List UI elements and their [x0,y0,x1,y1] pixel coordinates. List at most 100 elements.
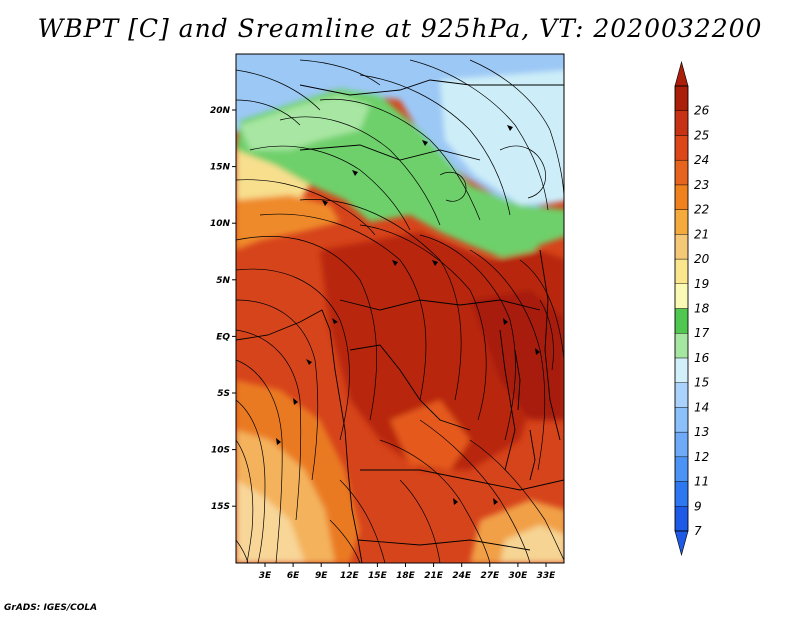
lat-tick-label: 10S [211,446,230,456]
lon-tick-label: 24E [452,571,472,581]
colorbar-label: 23 [694,178,709,192]
arrowhead [352,170,358,176]
colorbar-swatch [674,209,689,235]
colorbar-label: 15 [694,376,709,390]
streamline [419,234,516,441]
footer-credit: GrADS: IGES/COLA [4,603,98,613]
border-drc-west [349,344,471,431]
streamlines [236,59,564,563]
colorbar-bottom-arrow [674,530,689,557]
colorbar-label: 13 [694,425,709,439]
streamline [236,236,377,421]
arrowhead [507,125,513,131]
lat-tick-label: 5S [217,389,230,399]
border-lake-region [514,349,536,481]
streamline [299,199,462,401]
lat-tick-label: EQ [216,332,230,342]
arrowhead [276,438,281,445]
lat-tick-label: 15S [211,502,230,512]
colorbar-swatch [674,357,689,383]
border-central [339,299,541,311]
colorbar: 7 9 11 12 13 14 15 16 17 18 19 20 21 22 23 24 25 26 [674,60,710,557]
streamline [469,59,564,201]
colorbar-swatch [674,159,689,186]
streamline [236,69,321,111]
colorbar-label: 26 [694,104,710,118]
colorbar-top-arrow [674,60,689,87]
colorbar-label: 18 [694,302,710,316]
colorbar-label: 17 [694,326,710,340]
lat-tick-label: 15N [210,163,231,173]
lon-tick-label: 33E [537,571,557,581]
streamline [319,98,481,221]
colorbar-swatch [674,258,689,284]
plot-frame [235,53,565,564]
colorbar-label: 21 [694,227,709,241]
streamline [499,145,546,199]
arrowhead [535,348,540,355]
arrowhead [493,498,498,505]
colorbar-label: 19 [694,277,709,291]
streamline [379,439,491,563]
streamline [236,299,319,481]
colorbar-swatch [674,135,689,161]
lon-tick-label: 18E [396,571,416,581]
colorbar-label: 22 [694,203,709,217]
lon-tick-label: 3E [259,571,272,581]
colorbar-label: 16 [694,351,710,365]
arrowhead [453,498,458,505]
streamline [409,59,549,211]
plot-area [236,54,564,563]
arrowhead [392,260,398,266]
colorbar-swatch [674,184,689,210]
colorbar-swatch [674,407,689,433]
colorbar-swatch [674,333,689,359]
border-south [360,469,564,491]
streamline [259,213,427,401]
colorbar-label: 25 [694,128,709,142]
border-east-coast [539,249,561,441]
streamline [236,399,266,563]
wbpt-region-lightblue [440,70,564,205]
latitude-axis: 20N 15N 10N 5N EQ 5S 10S 15S [210,106,236,512]
streamline [399,479,441,563]
streamline [236,329,302,521]
arrowhead [432,260,438,266]
lon-tick-label: 27E [480,571,500,581]
wbpt-region-yellow-se [500,525,564,563]
wbpt-region-darkred-east [470,290,564,420]
lon-tick-label: 9E [315,571,328,581]
streamline-arrows [276,125,540,505]
wbpt-region-orange-interior [390,400,470,470]
arrowhead [306,359,312,365]
wbpt-region-paleyellow-sw [236,480,305,563]
streamline [236,539,249,563]
colorbar-label: 14 [694,400,709,414]
colorbar-label: 11 [694,475,709,489]
colorbar-swatch [674,110,689,136]
lon-tick-label: 21E [424,571,444,581]
colorbar-frame [674,85,689,532]
streamline [236,268,350,441]
longitude-axis: 3E 6E 9E 12E 15E 18E 21E 24E 27E 30E 33E [259,563,556,581]
colorbar-swatch [674,431,689,458]
streamline [339,479,386,563]
streamline [236,99,301,126]
lon-tick-label: 12E [340,571,360,581]
arrowhead [293,398,298,405]
colorbar-swatch [674,506,689,532]
colorbar-label: 12 [694,450,709,464]
streamline [236,439,254,563]
colorbar-swatch [674,481,689,507]
colorbar-swatch [674,382,689,408]
colorbar-swatch [674,234,689,260]
lon-tick-label: 30E [509,571,529,581]
lat-tick-label: 5N [216,276,230,286]
lon-tick-label: 6E [287,571,300,581]
streamline [469,249,546,471]
lat-tick-label: 20N [210,106,231,116]
arrowhead [503,318,508,325]
arrowhead [422,140,428,146]
streamline [539,299,554,371]
